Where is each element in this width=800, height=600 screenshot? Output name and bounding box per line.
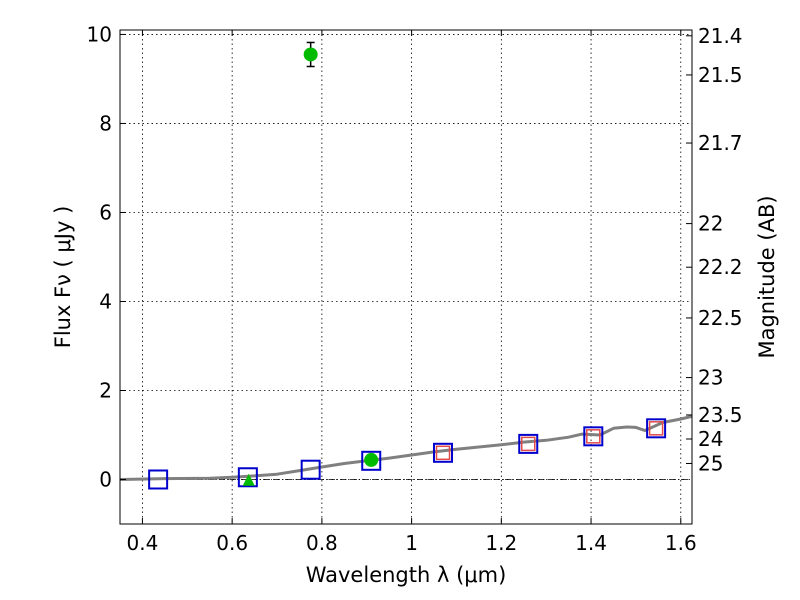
right-tick-label: 22.5 (698, 306, 743, 330)
right-tick-label: 21.4 (698, 24, 743, 48)
right-tick-label: 23.5 (698, 403, 743, 427)
data-point-circle (303, 47, 318, 62)
data-point-square (433, 442, 454, 463)
y-tick-label: 4 (99, 289, 112, 313)
right-axis-label: Magnitude (AB) (755, 195, 779, 358)
model-sed-curve (119, 414, 693, 481)
data-point-square (586, 429, 601, 444)
right-tick-label: 22 (698, 212, 723, 236)
data-point-square (361, 450, 382, 471)
data-point-square (148, 469, 169, 490)
x-tick-label: 1 (405, 531, 418, 555)
y-tick-label: 8 (99, 111, 112, 135)
y-tick-label: 2 (99, 378, 112, 402)
x-tick-label: 0.4 (127, 531, 159, 555)
plot-frame (119, 29, 693, 525)
x-tick-label: 1.4 (575, 531, 607, 555)
right-tick-label: 23 (698, 366, 723, 390)
data-point-square (237, 467, 258, 488)
right-tick-label: 21.7 (698, 131, 743, 155)
data-point-square (648, 421, 664, 436)
x-tick-label: 1.6 (665, 531, 697, 555)
right-tick-label: 24 (698, 427, 723, 451)
x-tick-label: 1.2 (485, 531, 517, 555)
data-point-triangle (242, 473, 255, 486)
right-tick-label: 22.2 (698, 255, 743, 279)
y-tick-label: 10 (87, 22, 112, 46)
x-axis-label: Wavelength λ (μm) (306, 563, 507, 587)
grid-layer (120, 30, 692, 524)
y-tick-label: 6 (99, 200, 112, 224)
y-tick-label: 0 (99, 467, 112, 491)
data-point-circle (364, 452, 379, 467)
data-point-square (646, 418, 667, 439)
y-axis-label: Flux Fν ( μJy ) (51, 206, 75, 349)
data-points (148, 41, 667, 490)
data-point-square (518, 433, 539, 454)
right-tick-label: 21.5 (698, 63, 743, 87)
data-point-square (583, 426, 604, 447)
data-point-square (435, 445, 451, 461)
x-tick-label: 0.6 (216, 531, 248, 555)
x-tick-label: 0.8 (306, 531, 338, 555)
data-point-square (521, 436, 536, 452)
data-point-square (300, 459, 321, 480)
right-tick-label: 25 (698, 451, 723, 475)
